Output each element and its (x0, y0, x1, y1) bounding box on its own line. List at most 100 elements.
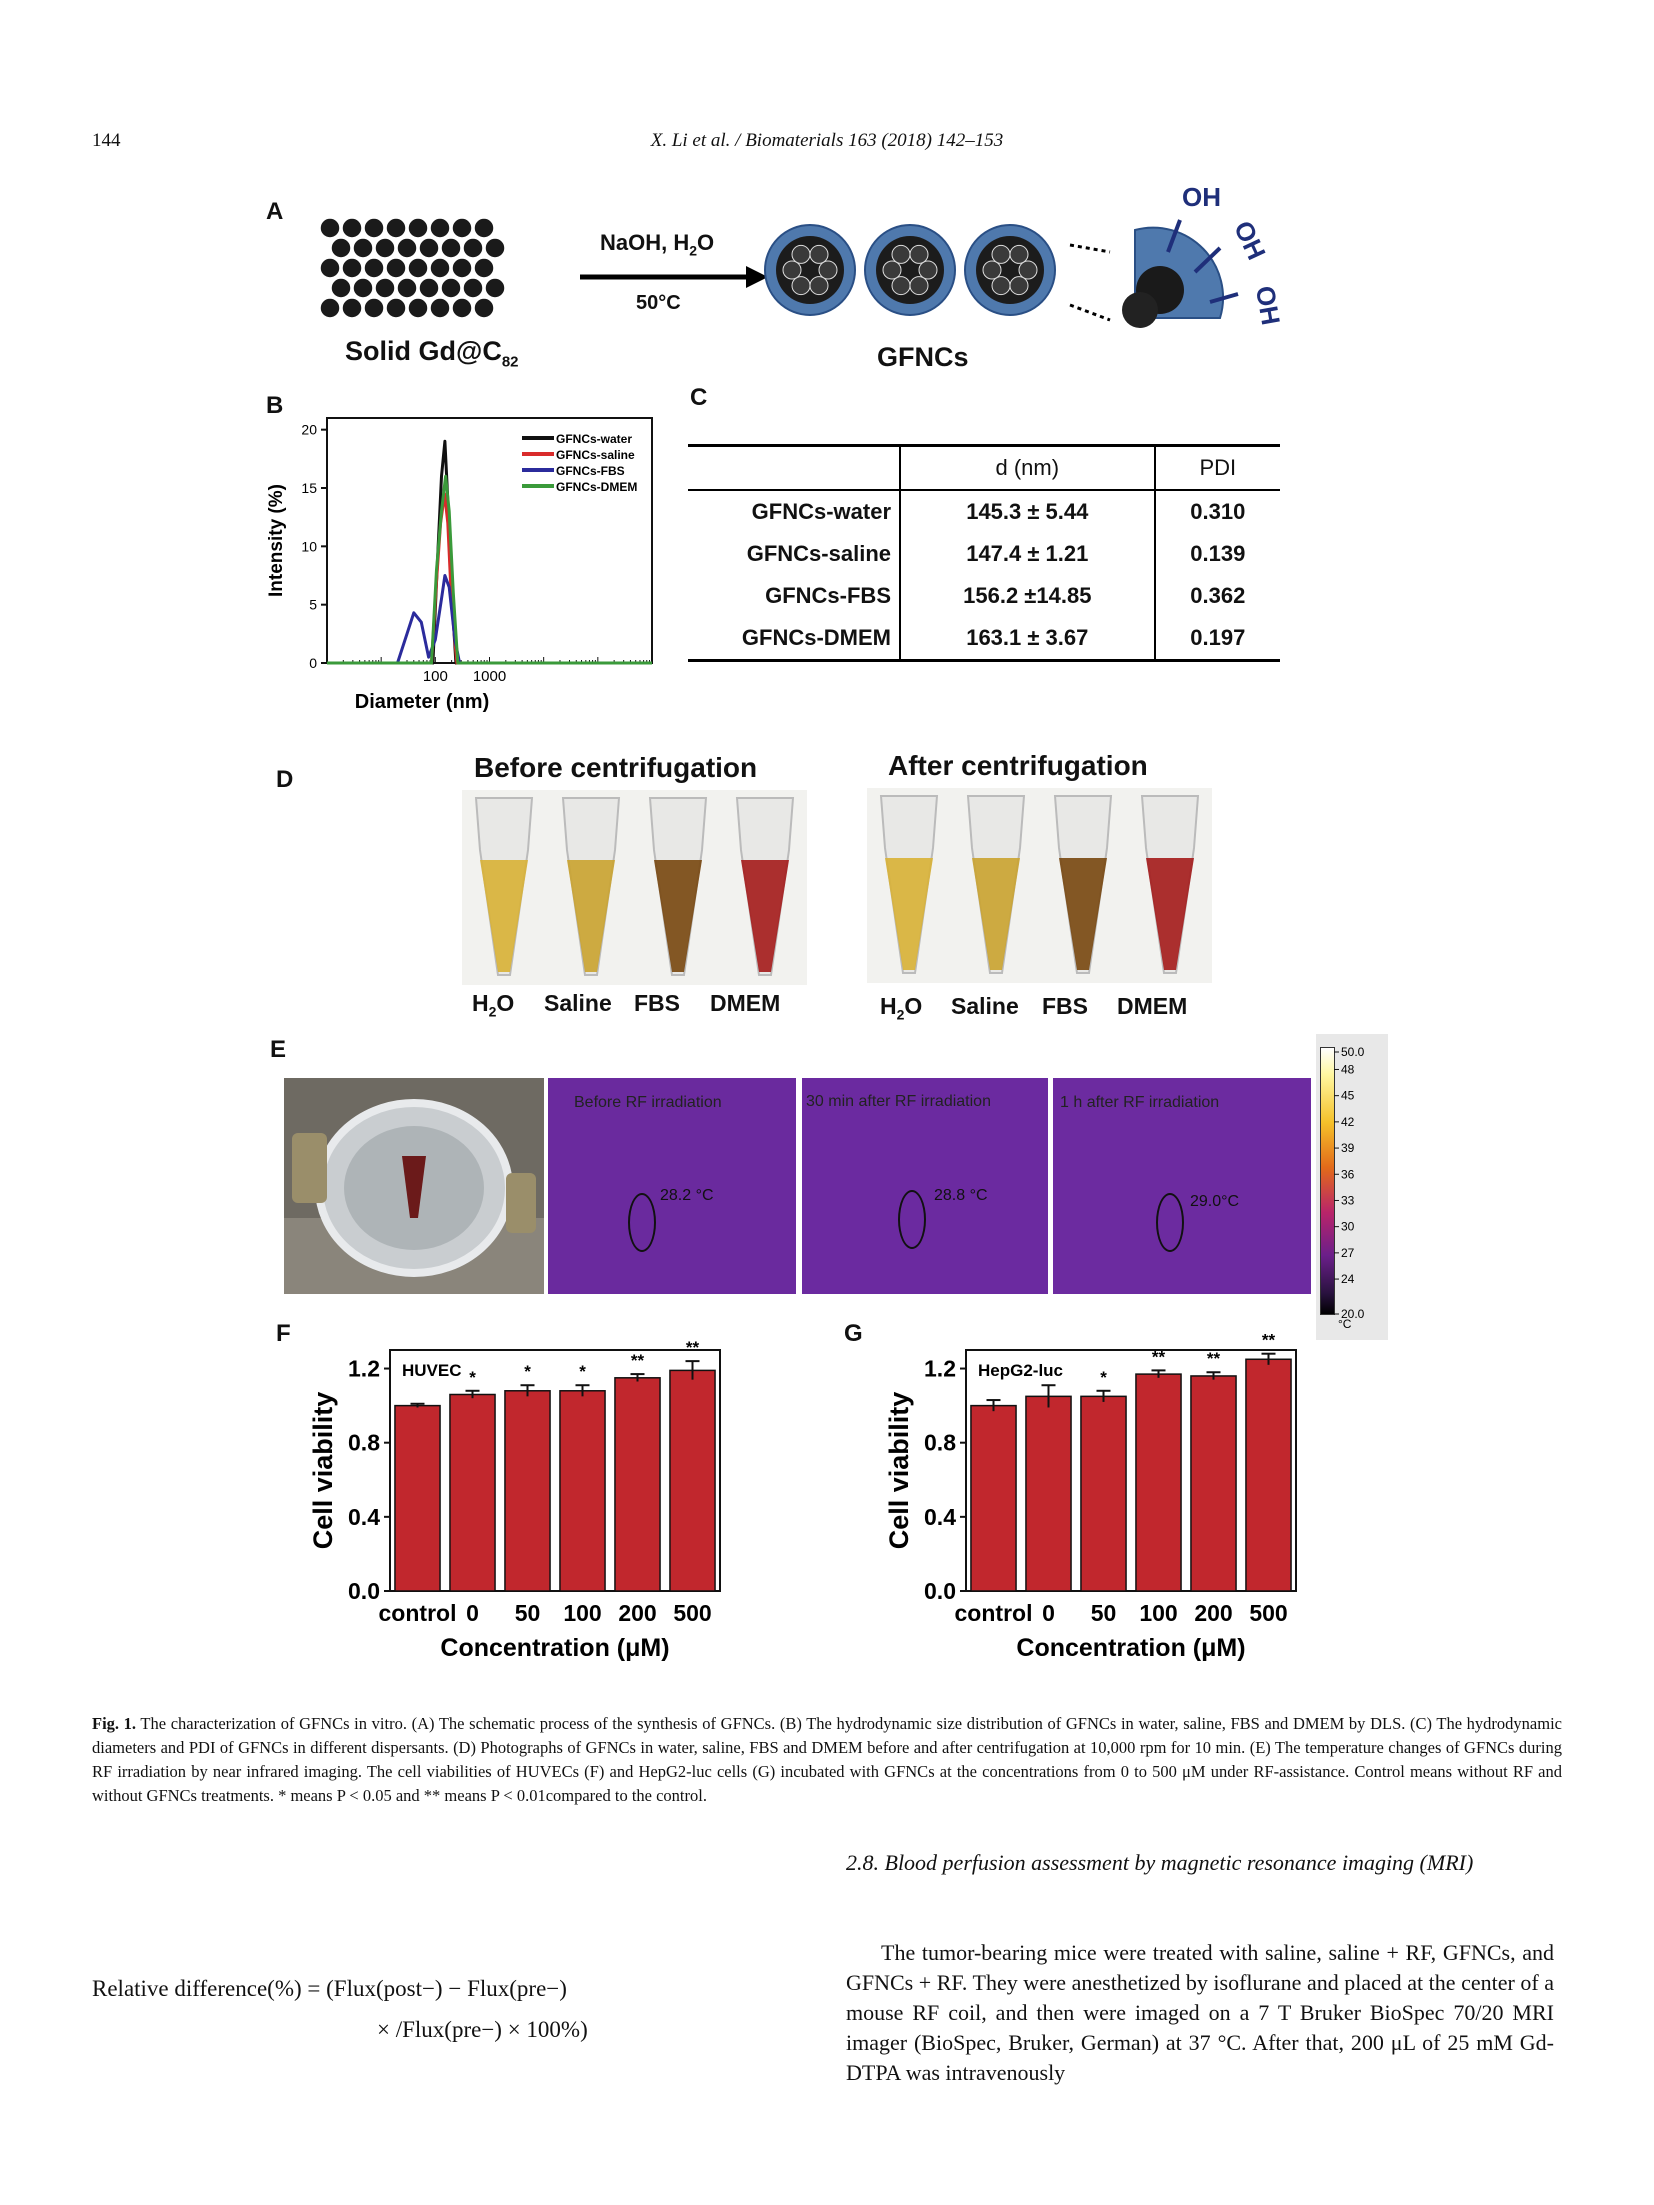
gfnc-subparticle (809, 244, 829, 264)
table-header-diameter: d (nm) (899, 447, 1156, 491)
ir-temp-before: 28.2 °C (660, 1187, 714, 1204)
bar (1190, 1375, 1237, 1592)
gd-c82-particle (363, 217, 385, 239)
series-line (327, 574, 652, 665)
x-tick-label: 50 (515, 1600, 541, 1626)
tube-label-dmem-after: DMEM (1117, 993, 1188, 1019)
hydroxyl-label-3: OH (1249, 283, 1287, 328)
color-scale-ticks: 50.0 48 45 42 39 36 33 30 27 24 20.0°C (1334, 1045, 1365, 1331)
tube-label-fbs-before: FBS (634, 990, 680, 1016)
series-line (327, 474, 652, 665)
significance-mark: ** (631, 1351, 645, 1370)
legend-entry: GFNCs-DMEM (556, 480, 637, 494)
caption-label: Fig. 1. (92, 1714, 137, 1733)
ir-image-before (548, 1078, 796, 1294)
bar (1245, 1358, 1292, 1592)
gd-c82-particle (363, 257, 385, 279)
gd-c82-particle (484, 237, 506, 259)
gfnc-subparticle (1009, 244, 1029, 264)
gd-c82-particle (319, 217, 341, 239)
gd-c82-particle (462, 237, 484, 259)
x-tick-label: 0 (466, 1600, 479, 1626)
bar (504, 1390, 551, 1592)
table-row: GFNCs-DMEM 163.1 ± 3.67 0.197 (688, 617, 1280, 662)
scale-tick-label: 45 (1341, 1089, 1355, 1103)
significance-mark: * (579, 1362, 586, 1381)
y-tick-label: 0.4 (924, 1504, 956, 1530)
scale-tick-label: 48 (1341, 1062, 1355, 1076)
gfnc-subparticle (909, 244, 929, 264)
gd-c82-particle (396, 277, 418, 299)
gd-c82-particle (385, 257, 407, 279)
bar (614, 1377, 661, 1592)
ir-label-1h: 1 h after RF irradiation (1060, 1094, 1220, 1111)
section-title: 2.8. Blood perfusion assessment by magne… (846, 1850, 1474, 1875)
gd-c82-particle (385, 217, 407, 239)
gd-c82-particle (374, 277, 396, 299)
x-tick-label: 100 (1139, 1600, 1177, 1626)
scale-unit: °C (1338, 1317, 1352, 1331)
gd-c82-particle (396, 237, 418, 259)
scale-tick-label: 36 (1341, 1167, 1355, 1181)
chart-title: HUVEC (402, 1361, 462, 1380)
gd-c82-particle (418, 277, 440, 299)
gfnc-subparticle (882, 260, 902, 280)
gd-c82-particle (429, 257, 451, 279)
bar (669, 1369, 716, 1592)
x-axis-label: Diameter (nm) (355, 691, 489, 713)
gd-c82-particle (319, 297, 341, 319)
gfnc-subparticle (809, 276, 829, 296)
gd-c82-particle (352, 277, 374, 299)
significance-mark: ** (1207, 1349, 1221, 1368)
tube-label-saline-before: Saline (544, 990, 612, 1016)
x-tick-label: 100 (423, 668, 448, 685)
y-tick-label: 1.2 (924, 1356, 956, 1382)
gd-c82-particle (418, 237, 440, 259)
y-tick-label: 0.8 (924, 1430, 956, 1456)
y-axis-label: Cell viability (884, 1392, 914, 1550)
significance-mark: * (1100, 1368, 1107, 1387)
equation-line-1: Relative difference(%) = (Flux(post−) − … (92, 1976, 567, 2001)
bar (449, 1393, 496, 1592)
y-tick-label: 0.4 (348, 1504, 380, 1530)
roi-ellipse-before (628, 1193, 656, 1252)
running-header: X. Li et al. / Biomaterials 163 (2018) 1… (650, 130, 1004, 151)
huvec-viability-chart: 0.0 0.4 0.8 1.2 control * 0 * 50 * 100 ** 200 ** 500 HU… (308, 1338, 721, 1662)
gd-c82-particle (352, 237, 374, 259)
tube-label-h2o-after: H2O (880, 993, 923, 1023)
figure-caption: Fig. 1. The characterization of GFNCs in… (92, 1712, 1562, 1808)
hydroxyl-label-1: OH (1182, 182, 1221, 212)
x-tick-label: control (955, 1600, 1033, 1626)
gd-c82-particle (385, 297, 407, 319)
chart-title: HepG2-luc (978, 1361, 1063, 1380)
panel-label-g: G (844, 1320, 863, 1347)
legend-entry: GFNCs-FBS (556, 464, 625, 478)
table-header-blank (688, 447, 900, 491)
table-header-row: d (nm) PDI (688, 447, 1280, 491)
tube-liquid (741, 860, 789, 972)
gd-c82-particle (429, 217, 451, 239)
tube-liquid (885, 858, 933, 970)
y-tick-label: 15 (301, 480, 317, 496)
tube-liquid (1146, 858, 1194, 970)
x-tick-label: 200 (1194, 1600, 1232, 1626)
significance-mark: ** (1152, 1347, 1166, 1366)
panel-label-e: E (270, 1036, 287, 1063)
ir-image-1h (1053, 1078, 1311, 1294)
hepg2-viability-chart: 0.0 0.4 0.8 1.2 control 0 * 50 ** 100 ** 200 ** 500 He… (884, 1331, 1297, 1662)
scale-tick-label: 39 (1341, 1141, 1355, 1155)
gd-c82-particle (374, 237, 396, 259)
gd-c82-particle (473, 217, 495, 239)
gfnc-subparticle (791, 276, 811, 296)
caption-text: The characterization of GFNCs in vitro. … (92, 1714, 1562, 1805)
x-axis-label: Concentration (μM) (440, 1634, 669, 1662)
gd-c82-particle (341, 297, 363, 319)
gfnc-subparticle (991, 276, 1011, 296)
x-tick-label: 50 (1091, 1600, 1117, 1626)
panel-label-a: A (266, 198, 284, 225)
gfnc-subparticle (782, 260, 802, 280)
gd-c82-particle (440, 277, 462, 299)
y-tick-label: 5 (309, 597, 317, 613)
ir-temp-30min: 28.8 °C (934, 1187, 988, 1204)
significance-mark: ** (686, 1338, 700, 1357)
